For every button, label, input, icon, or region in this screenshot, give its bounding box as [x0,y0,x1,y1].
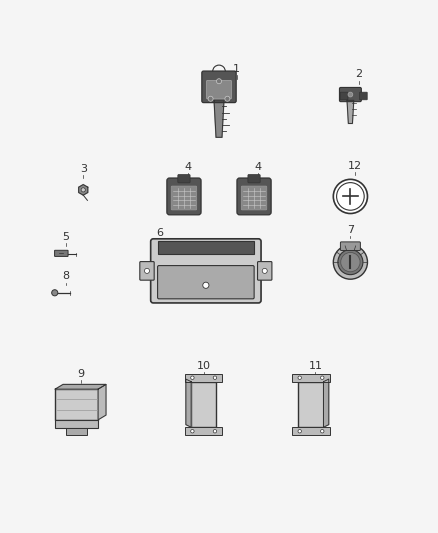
Text: 10: 10 [197,361,211,371]
Circle shape [81,188,85,192]
Circle shape [225,96,230,101]
Text: 4: 4 [185,162,192,172]
Text: 1: 1 [233,64,240,74]
Circle shape [333,179,367,214]
Circle shape [145,268,149,273]
Text: 12: 12 [348,161,362,171]
Polygon shape [79,184,88,195]
FancyBboxPatch shape [339,87,361,102]
Circle shape [321,376,324,379]
FancyBboxPatch shape [207,80,231,99]
FancyBboxPatch shape [55,251,68,256]
Text: 8: 8 [62,271,69,281]
FancyBboxPatch shape [202,71,236,102]
FancyBboxPatch shape [178,174,190,183]
FancyBboxPatch shape [171,186,197,210]
Bar [298,382,324,427]
FancyBboxPatch shape [140,262,154,280]
Text: 3: 3 [80,164,87,174]
Circle shape [216,79,222,84]
Bar [55,420,98,429]
Text: 4: 4 [255,162,262,172]
Circle shape [321,430,324,433]
FancyBboxPatch shape [241,186,267,210]
Circle shape [348,92,353,97]
Circle shape [213,430,217,433]
Circle shape [336,183,364,210]
Circle shape [203,282,209,288]
Bar [185,427,223,435]
Text: 7: 7 [347,224,354,235]
Bar [158,241,254,254]
Bar [55,389,98,420]
Bar [66,429,87,435]
FancyBboxPatch shape [340,242,360,251]
Circle shape [333,245,367,279]
FancyBboxPatch shape [237,178,271,215]
Text: 5: 5 [62,232,69,242]
Polygon shape [98,384,106,420]
FancyBboxPatch shape [151,239,261,303]
Circle shape [298,430,301,433]
FancyBboxPatch shape [258,262,272,280]
Polygon shape [186,379,191,427]
Circle shape [262,268,267,273]
Text: 6: 6 [156,228,163,238]
Circle shape [191,430,194,433]
Circle shape [213,376,217,379]
Bar [185,374,223,382]
Bar [292,374,330,382]
Text: 9: 9 [78,369,85,379]
Bar [292,427,330,435]
Polygon shape [324,379,329,427]
FancyBboxPatch shape [340,92,348,100]
Text: 11: 11 [308,361,322,371]
Circle shape [191,376,194,379]
FancyBboxPatch shape [158,265,254,299]
Bar [191,382,216,427]
Circle shape [208,96,213,101]
Polygon shape [347,100,354,124]
FancyBboxPatch shape [248,174,260,183]
Circle shape [298,376,301,379]
FancyBboxPatch shape [167,178,201,215]
Polygon shape [214,101,224,138]
Circle shape [338,249,363,274]
Text: 2: 2 [356,69,363,79]
Circle shape [52,290,58,296]
Circle shape [341,253,360,272]
FancyBboxPatch shape [360,92,367,100]
Polygon shape [55,384,106,389]
